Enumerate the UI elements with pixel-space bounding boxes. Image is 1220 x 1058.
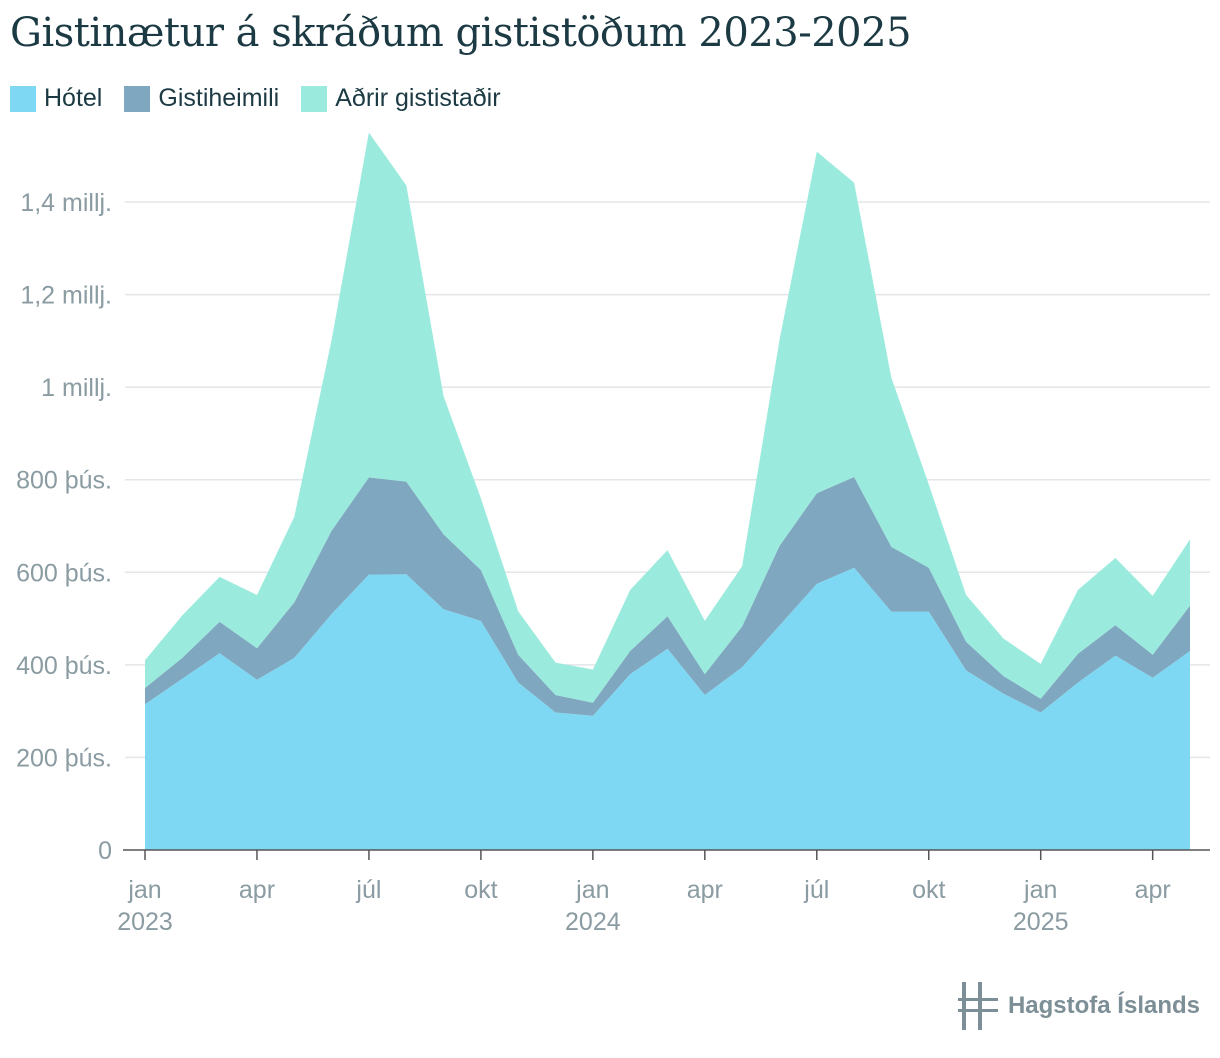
y-tick-label: 600 þús. bbox=[16, 559, 112, 587]
x-tick-label: okt bbox=[464, 876, 497, 904]
chart-title: Gistinætur á skráðum gististöðum 2023-20… bbox=[10, 10, 912, 56]
y-tick-label: 400 þús. bbox=[16, 652, 112, 680]
y-tick-label: 200 þús. bbox=[16, 744, 112, 772]
x-tick-label: júl bbox=[803, 876, 829, 904]
axis-layer: 0 200 þús. 400 þús. 600 þús. 800 þús. 1 millj… bbox=[16, 189, 1210, 936]
x-tick-label: jan bbox=[575, 876, 609, 904]
x-tick-label: jan bbox=[1023, 876, 1057, 904]
brand-logo[interactable]: Hagstofa Íslands bbox=[957, 982, 1200, 1030]
y-tick-label: 1,4 millj. bbox=[20, 189, 112, 217]
x-tick-label: apr bbox=[687, 876, 723, 904]
legend-swatch-hotel bbox=[10, 85, 36, 112]
area-series-0[interactable] bbox=[145, 567, 1190, 850]
x-tick-label: apr bbox=[1135, 876, 1171, 904]
area-layer bbox=[145, 132, 1190, 850]
legend-swatch-gistiheimili bbox=[124, 85, 151, 112]
y-tick-label: 1 millj. bbox=[41, 374, 112, 402]
y-tick-label: 800 þús. bbox=[16, 467, 112, 495]
area-series-2[interactable] bbox=[145, 132, 1190, 703]
area-series-1[interactable] bbox=[145, 477, 1190, 716]
legend-label-gistiheimili: Gistiheimili bbox=[158, 84, 280, 112]
legend-item-gistiheimili[interactable]: Gistiheimili bbox=[124, 84, 279, 113]
x-tick-year-label: 2023 bbox=[117, 908, 173, 936]
x-tick-label: júl bbox=[355, 876, 381, 904]
legend-label-adrir: Aðrir gististaðir bbox=[335, 84, 501, 112]
y-tick-label: 0 bbox=[98, 837, 112, 865]
brand-logo-text: Hagstofa Íslands bbox=[1007, 992, 1200, 1019]
x-tick-year-label: 2025 bbox=[1013, 908, 1069, 936]
legend-swatch-adrir bbox=[301, 85, 328, 112]
legend: Hótel Gistiheimili Aðrir gististaðir bbox=[10, 84, 501, 113]
hagstofa-logo-icon bbox=[957, 982, 998, 1030]
legend-item-hotel[interactable]: Hótel bbox=[10, 84, 102, 113]
legend-label-hotel: Hótel bbox=[44, 84, 103, 112]
x-tick-year-label: 2024 bbox=[565, 908, 621, 936]
y-tick-label: 1,2 millj. bbox=[20, 282, 112, 310]
legend-item-adrir[interactable]: Aðrir gististaðir bbox=[301, 84, 501, 113]
x-tick-label: apr bbox=[239, 876, 275, 904]
x-tick-label: okt bbox=[912, 876, 945, 904]
x-tick-label: jan bbox=[127, 876, 161, 904]
